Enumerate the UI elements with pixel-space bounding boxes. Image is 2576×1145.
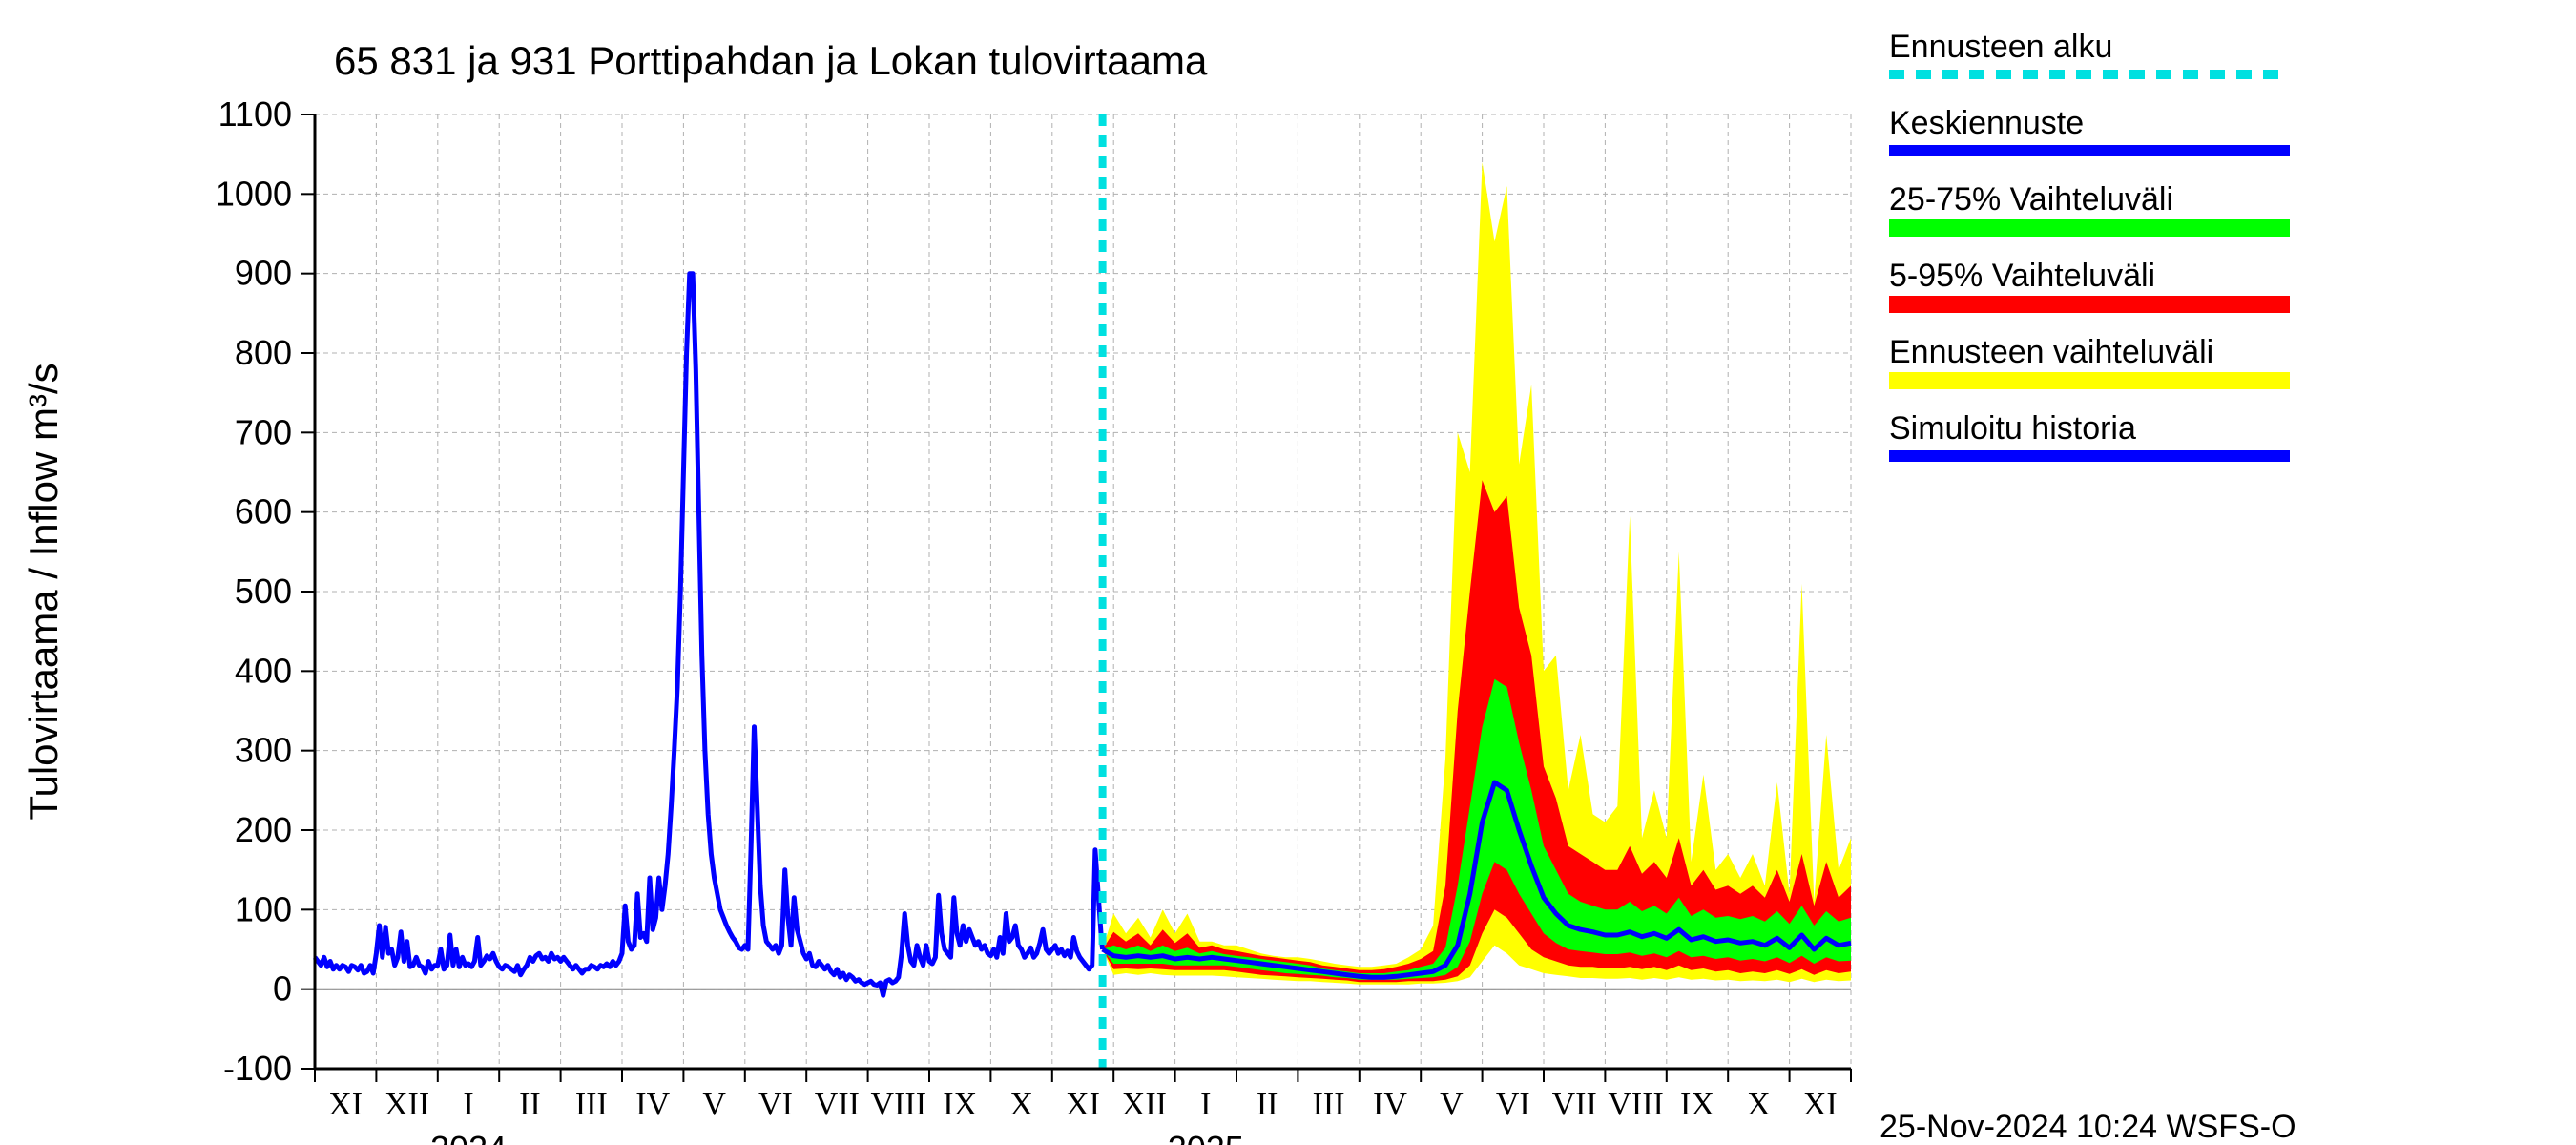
x-tick-label: X xyxy=(1009,1087,1033,1122)
y-tick-label: 200 xyxy=(235,810,292,849)
legend-label: Simuloitu historia xyxy=(1889,410,2136,447)
x-tick-label: II xyxy=(519,1087,541,1122)
y-axis-label: Tulovirtaama / Inflow m³/s xyxy=(21,363,66,820)
x-tick-label: XI xyxy=(1066,1087,1100,1122)
year-label: 2025 xyxy=(1168,1129,1244,1145)
x-tick-label: V xyxy=(702,1087,726,1122)
x-tick-label: IX xyxy=(1680,1087,1714,1122)
legend-label: Ennusteen alku xyxy=(1889,29,2112,65)
x-tick-label: III xyxy=(1313,1087,1345,1122)
x-tick-label: XI xyxy=(1803,1087,1838,1122)
x-tick-label: X xyxy=(1747,1087,1771,1122)
legend-swatch xyxy=(1889,296,2290,313)
legend-swatch xyxy=(1889,372,2290,389)
x-tick-label: XII xyxy=(384,1087,429,1122)
x-tick-label: III xyxy=(575,1087,608,1122)
y-tick-label: 700 xyxy=(235,412,292,451)
legend-swatch xyxy=(1889,219,2290,237)
x-tick-label: IV xyxy=(635,1087,670,1122)
x-tick-label: VII xyxy=(815,1087,860,1122)
x-tick-label: VIII xyxy=(871,1087,927,1122)
y-tick-label: 600 xyxy=(235,492,292,531)
x-tick-label: XII xyxy=(1122,1087,1167,1122)
y-tick-label: 800 xyxy=(235,333,292,372)
y-tick-label: -100 xyxy=(223,1049,292,1088)
y-tick-label: 300 xyxy=(235,731,292,770)
x-tick-label: VI xyxy=(758,1087,793,1122)
x-tick-label: VI xyxy=(1496,1087,1530,1122)
year-label: 2024 xyxy=(430,1129,507,1145)
y-tick-label: 0 xyxy=(273,969,292,1009)
x-tick-label: I xyxy=(1200,1087,1211,1122)
legend-label: 5-95% Vaihteluväli xyxy=(1889,258,2155,294)
inflow-forecast-chart: -100 0 100 200 300 400 500 600 700 800 900 1000 1100… xyxy=(0,0,2576,1145)
x-tick-label: II xyxy=(1257,1087,1278,1122)
chart-title: 65 831 ja 931 Porttipahdan ja Lokan tulo… xyxy=(334,38,1208,83)
x-tick-label: XI xyxy=(328,1087,363,1122)
y-tick-label: 1100 xyxy=(218,94,292,134)
y-tick-label: 900 xyxy=(235,254,292,293)
x-tick-label: VII xyxy=(1552,1087,1597,1122)
y-tick-label: 1000 xyxy=(216,174,292,213)
x-tick-label: IV xyxy=(1373,1087,1407,1122)
legend-label: Keskiennuste xyxy=(1889,105,2084,141)
y-tick-label: 100 xyxy=(235,889,292,928)
x-tick-label: I xyxy=(463,1087,473,1122)
x-tick-label: V xyxy=(1440,1087,1464,1122)
legend-label: Ennusteen vaihteluväli xyxy=(1889,334,2213,370)
y-tick-label: 500 xyxy=(235,572,292,611)
legend-label: 25-75% Vaihteluväli xyxy=(1889,181,2173,218)
x-tick-label: VIII xyxy=(1608,1087,1664,1122)
chart-footer-timestamp: 25-Nov-2024 10:24 WSFS-O xyxy=(1880,1109,2296,1145)
x-tick-label: IX xyxy=(943,1087,977,1122)
y-tick-label: 400 xyxy=(235,651,292,690)
